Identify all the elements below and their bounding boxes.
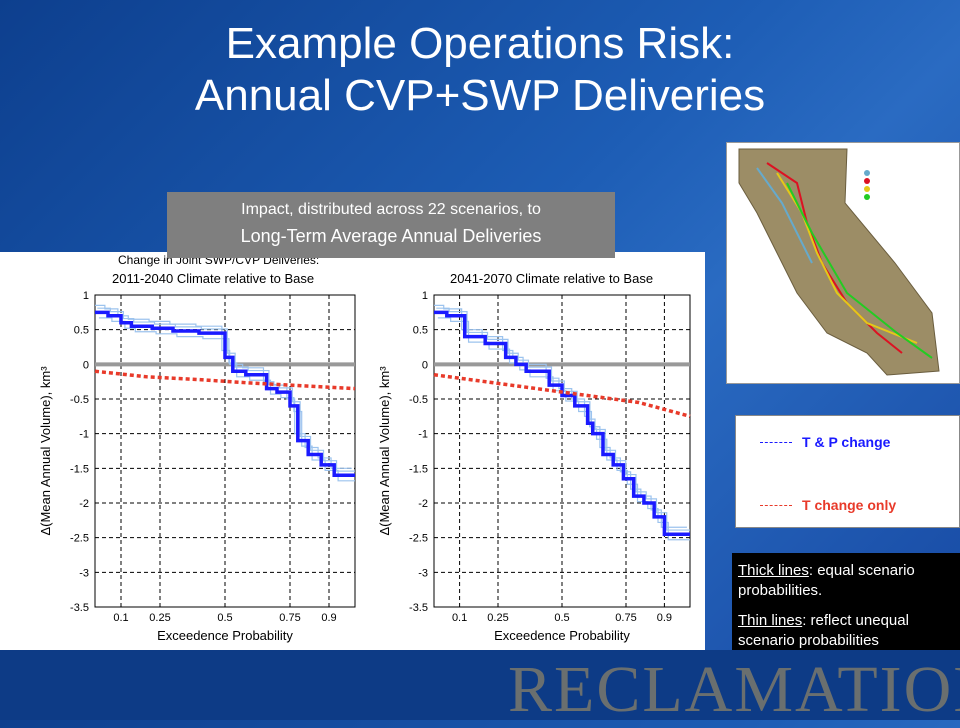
thick-line-t [94,369,356,391]
y-axis-label: Δ(Mean Annual Volume), km³ [38,366,53,536]
legend-item-t: T change only [760,497,896,513]
legend-box: T & P change T change only [735,415,960,528]
y-tick-label: -3 [418,567,428,579]
impact-line-2: Long-Term Average Annual Deliveries [240,226,542,246]
y-tick-label: -2 [418,498,428,510]
x-tick-label: 0.75 [615,612,636,624]
y-tick-label: -1 [79,429,89,441]
y-tick-label: -1 [418,429,428,441]
x-axis-label: Exceedence Probability [494,628,630,643]
y-axis-label: Δ(Mean Annual Volume), km³ [377,366,392,536]
y-tick-label: -2.5 [70,533,89,545]
y-tick-label: -1.5 [70,463,89,475]
thick-line-tp [434,310,690,536]
thick-line-tp [95,310,355,478]
x-axis-label: Exceedence Probability [157,628,293,643]
y-tick-label: -2 [79,498,89,510]
california-map [726,142,960,384]
y-tick-label: 0.5 [413,325,428,337]
note-thin: Thin lines: reflect unequal scenario pro… [738,611,954,651]
thick-line-t [433,372,691,419]
legend-label-t: T change only [802,497,897,513]
reclamation-logo: RECLAMATION [508,653,960,726]
y-tick-label: 0 [83,359,89,371]
y-tick-label: 0 [422,359,428,371]
note-thin-text: : reflect unequal scenario probabilities [738,612,909,649]
y-tick-label: -2.5 [409,533,428,545]
legend-label-tp: T & P change [802,434,891,450]
y-tick-label: 1 [83,290,89,302]
thin-line-tp [98,317,355,482]
y-tick-label: -0.5 [70,394,89,406]
y-tick-label: -3.5 [409,602,428,614]
thin-line-tp [97,307,355,472]
note-thick-text: : equal scenario probabilities. [738,562,915,599]
slide-title: Example Operations Risk: Annual CVP+SWP … [0,18,960,122]
chart-title-2: 2011-2040 Climate relative to Base [112,271,314,286]
california-map-image [727,143,959,383]
title-line-2: Annual CVP+SWP Deliveries [194,71,766,120]
x-tick-label: 0.1 [113,612,128,624]
x-tick-label: 0.1 [452,612,467,624]
x-tick-label: 0.25 [149,612,170,624]
x-tick-label: 0.25 [487,612,508,624]
note-thin-label: Thin lines [738,612,803,629]
title-line-1: Example Operations Risk: [225,19,735,68]
y-tick-label: -1.5 [409,463,428,475]
thin-line-tp [434,304,687,528]
y-tick-label: -3.5 [70,602,89,614]
note-thick-label: Thick lines [738,562,809,579]
x-tick-label: 0.5 [217,612,232,624]
charts-svg: 0.1 0.25 0.5 0.75 0.9 1 0.5 0 -0.5 -1 -1.5 -2 -2.5 -3… [38,253,691,643]
thin-line-tp [437,317,690,541]
x-tick-label: 0.9 [321,612,336,624]
chart-title-2: 2041-2070 Climate relative to Base [450,271,653,286]
y-tick-label: 0.5 [74,325,89,337]
x-tick-label: 0.75 [279,612,300,624]
y-tick-label: -0.5 [409,394,428,406]
note-thick: Thick lines: equal scenario probabilitie… [738,561,954,601]
legend-swatch-t [760,504,792,506]
legend-item-tp: T & P change [760,434,890,450]
x-tick-label: 0.9 [657,612,672,624]
x-tick-label: 0.5 [554,612,569,624]
y-tick-label: 1 [422,290,428,302]
impact-caption: Impact, distributed across 22 scenarios,… [167,192,615,258]
impact-line-1: Impact, distributed across 22 scenarios,… [241,201,541,218]
y-tick-label: -3 [79,567,89,579]
footer-bar [0,650,960,720]
legend-swatch-tp [760,441,792,443]
